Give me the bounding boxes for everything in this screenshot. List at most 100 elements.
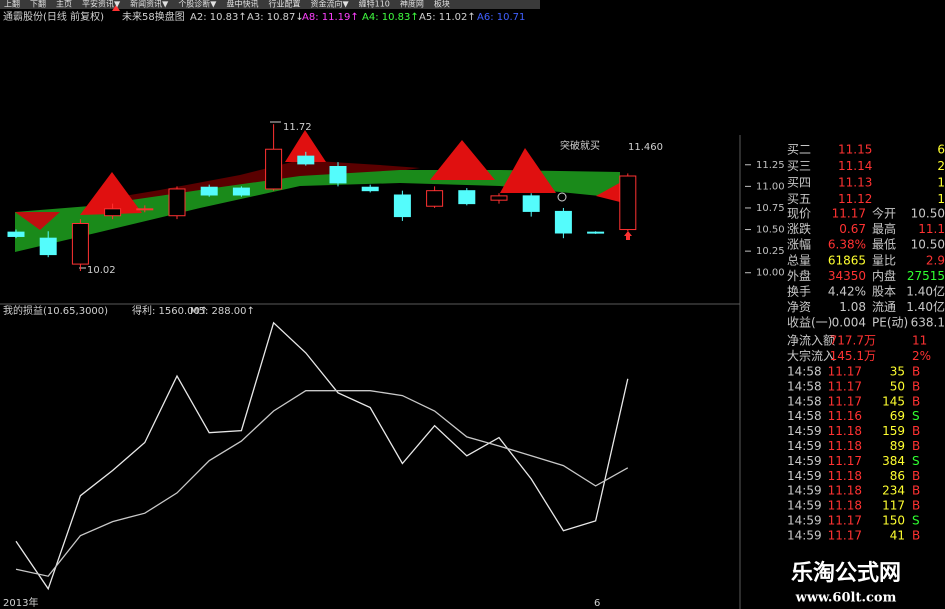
- ticks-cell: S: [912, 454, 920, 468]
- y-tick-label: 10.25: [756, 246, 785, 257]
- candle-body: [329, 166, 347, 184]
- ticks-cell: 11.16: [828, 409, 862, 423]
- ticks-cell: B: [912, 499, 920, 513]
- header-item: A6: 10.71: [477, 12, 525, 23]
- ticks-cell: 11.17: [828, 528, 862, 542]
- header-item: A5: 11.02↑: [419, 12, 476, 23]
- ticks-cell: 11.18: [828, 469, 862, 483]
- stats-cell: 2.9: [926, 253, 945, 267]
- header-item: A8: 11.19↑: [302, 12, 359, 23]
- stats-cell: 涨跌: [787, 221, 811, 236]
- signal-arrow: [624, 231, 632, 240]
- y-tick-label: 10.00: [756, 268, 785, 279]
- red-peak: [285, 130, 326, 162]
- stats-cell: 1.40亿: [906, 284, 945, 299]
- watermark-url: www.60lt.com: [795, 591, 897, 606]
- header-item: A4: 10.83↑: [362, 12, 419, 23]
- ticks-cell: 14:59: [787, 439, 822, 453]
- ticks-cell: 14:58: [787, 394, 822, 408]
- book-cell: 2: [937, 159, 945, 173]
- y-tick-label: 11.00: [756, 181, 785, 192]
- ticks-cell: B: [912, 424, 920, 438]
- ticks-cell: 50: [890, 379, 905, 393]
- ticks-cell: 14:59: [787, 424, 822, 438]
- ticks-cell: 117: [882, 499, 905, 513]
- toolbar-button: 神度网: [400, 0, 424, 9]
- annotation: 11.460: [628, 142, 663, 153]
- stats-cell: 11.17: [832, 207, 866, 221]
- ticks-cell: 35: [890, 365, 905, 379]
- annotation: 突破就买: [560, 139, 600, 152]
- ticks-cell: B: [912, 484, 920, 498]
- watermark-title: 乐淘公式网: [791, 560, 901, 586]
- ticks-cell: 14:59: [787, 514, 822, 528]
- candle-body: [587, 231, 605, 234]
- candle-body: [619, 175, 637, 231]
- candle-body: [71, 223, 89, 265]
- legend-entry: 得利: 1560.00↑: [132, 305, 208, 317]
- stats-cell: 今开: [872, 206, 896, 221]
- candle-body: [393, 194, 411, 218]
- annotations: 11.72 10.02 突破就买 11.460: [79, 121, 663, 276]
- toolbar-button: 上翻: [4, 0, 20, 9]
- toolbar-button: 板块: [434, 0, 450, 9]
- ticks-cell: B: [912, 439, 920, 453]
- candle-body: [200, 186, 218, 196]
- ticks-cell: 14:58: [787, 365, 822, 379]
- ticks-cell: 234: [882, 484, 905, 498]
- candle-body: [297, 155, 315, 165]
- annotation: 11.72: [283, 122, 312, 133]
- stats-cell: 涨幅: [787, 237, 811, 252]
- ticks-cell: 11.18: [828, 424, 862, 438]
- toolbar-button: 主页: [56, 0, 72, 9]
- book-cell: 11.15: [838, 143, 872, 157]
- toolbar-button: 缠特110: [359, 0, 390, 9]
- red-peak: [500, 148, 556, 193]
- ticks-cell: 14:58: [787, 409, 822, 423]
- ticks-cell: B: [912, 365, 920, 379]
- stats-cell: 净资: [787, 300, 811, 314]
- stats-cell: 流通: [872, 300, 896, 314]
- stats-cell: 外盘: [787, 268, 811, 283]
- ticks-cell: 384: [882, 454, 905, 468]
- stats-cell: 现价: [787, 207, 811, 221]
- toolbar-button: 平安资讯▼: [82, 0, 121, 9]
- ticks-cell: 14:59: [787, 484, 822, 498]
- toolbar-button: 新闻资讯▼: [130, 0, 169, 9]
- stats-cell: 最低: [872, 238, 896, 252]
- ticks-cell: 11.17: [828, 514, 862, 528]
- stats-cell: 10.50: [911, 238, 945, 252]
- indicator-title: 我的损益(10.65,3000): [3, 304, 108, 317]
- ticks-cell: 41: [890, 528, 905, 542]
- y-tick-label: 10.75: [756, 203, 785, 214]
- red-peak: [15, 212, 60, 230]
- ticks-cell: 11.17: [828, 394, 862, 408]
- ticks-cell: 11.18: [828, 499, 862, 513]
- candle-body: [361, 186, 379, 192]
- ticks-cell: 14:59: [787, 454, 822, 468]
- stats-cell: 1.08: [839, 300, 866, 314]
- signal-circle: [557, 192, 567, 202]
- legend-entry: M5: 288.00↑: [190, 306, 255, 317]
- red-peak: [430, 140, 495, 180]
- stats-cell: 4.42%: [828, 285, 866, 299]
- ticks-cell: B: [912, 469, 920, 483]
- ticks-cell: 69: [890, 409, 905, 423]
- ticks-cell: B: [912, 394, 920, 408]
- book-cell: 买三: [787, 159, 811, 173]
- ticks-cell: 11.18: [828, 484, 862, 498]
- flow-cell: 717.7万: [830, 334, 876, 348]
- stats-cell: 内盘: [872, 268, 896, 283]
- stats-cell: 0.67: [839, 222, 866, 236]
- toolbar-button: 资金流向▼: [310, 0, 349, 9]
- stats-cell: 1.40亿: [906, 299, 945, 314]
- candle-body: [490, 195, 508, 201]
- book-cell: 11.13: [838, 176, 872, 190]
- ticks-cell: 89: [890, 439, 905, 453]
- candle-body: [39, 237, 57, 256]
- stats-cell: 0.004: [832, 316, 866, 330]
- ticks-cell: 145: [882, 394, 905, 408]
- header-item: A2: 10.83↑: [190, 12, 247, 23]
